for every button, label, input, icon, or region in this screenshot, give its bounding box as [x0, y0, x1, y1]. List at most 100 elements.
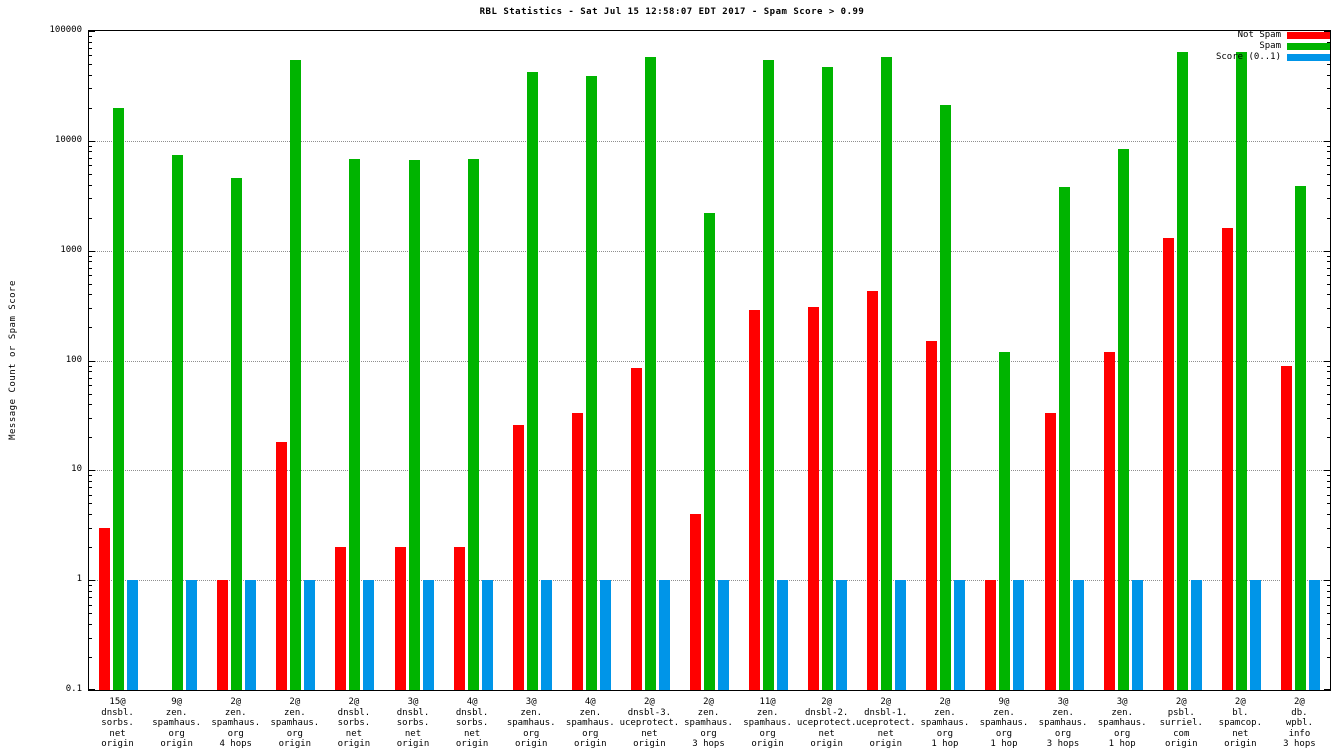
- bar-spam: [881, 56, 893, 690]
- x-tick-line: 1 hop: [931, 739, 959, 749]
- y-minor-tick: [89, 527, 92, 529]
- x-tick-label: 3@ zen. spamhaus. org 1 hop: [1087, 697, 1157, 750]
- x-tick-line: spamhaus.: [1038, 718, 1088, 728]
- x-tick-line: dnsbl-1.: [864, 707, 908, 718]
- x-tick-line: 3@: [525, 697, 537, 707]
- x-tick-line: zen.: [283, 707, 306, 718]
- y-minor-tick: [89, 308, 92, 310]
- bar-spam: [349, 159, 361, 690]
- y-minor-tick: [1327, 623, 1330, 625]
- y-minor-tick: [1327, 585, 1330, 587]
- bar-spam: [231, 177, 243, 690]
- x-tick-line: origin: [751, 739, 784, 749]
- x-tick-label: 2@ dnsbl-1. uceprotect. net origin: [851, 697, 921, 750]
- y-major-tick: [89, 689, 95, 690]
- x-tick-line: 3@: [407, 697, 419, 707]
- y-minor-tick: [1327, 327, 1330, 329]
- y-major-tick: [1324, 580, 1330, 582]
- y-tick-label: 1000: [60, 244, 82, 255]
- x-tick-line: dnsbl.: [455, 707, 489, 718]
- y-minor-tick: [89, 437, 92, 439]
- bar-score-0-1: [127, 580, 139, 690]
- legend-label: Score (0..1): [1215, 52, 1281, 62]
- y-minor-tick: [89, 656, 92, 658]
- y-gridline: [89, 140, 1330, 142]
- x-tick-line: spamhaus.: [979, 718, 1029, 728]
- x-tick-line: wpbl.: [1285, 718, 1313, 728]
- bar-not-spam: [1280, 365, 1292, 690]
- x-tick-line: 2@: [939, 697, 951, 707]
- x-tick-line: zen.: [993, 707, 1015, 718]
- y-minor-tick: [1327, 184, 1330, 186]
- x-tick-line: 2@: [1294, 697, 1305, 707]
- bar-spam: [1294, 185, 1306, 690]
- bar-not-spam: [394, 547, 406, 690]
- bar-not-spam: [749, 309, 761, 690]
- y-minor-tick: [1327, 527, 1330, 529]
- bar-spam: [644, 56, 656, 690]
- y-minor-tick: [89, 41, 92, 43]
- bar-score-0-1: [599, 580, 611, 690]
- x-tick-line: org: [523, 728, 540, 739]
- y-minor-tick: [89, 255, 92, 257]
- x-tick-line: org: [1054, 728, 1072, 739]
- y-major-tick: [1324, 140, 1330, 142]
- y-minor-tick: [89, 604, 92, 606]
- y-minor-tick: [89, 64, 92, 66]
- bar-score-0-1: [658, 580, 670, 690]
- bar-not-spam: [1162, 238, 1174, 690]
- x-tick-line: zen.: [1052, 707, 1074, 718]
- bar-score-0-1: [1249, 580, 1261, 690]
- bar-not-spam: [1221, 228, 1233, 690]
- x-tick-line: 3@: [1057, 697, 1069, 707]
- y-minor-tick: [1327, 637, 1330, 639]
- bar-score-0-1: [481, 580, 493, 690]
- x-tick-line: org: [168, 728, 185, 739]
- x-tick-label: 15@ dnsbl. sorbs. net origin: [83, 697, 153, 750]
- y-minor-tick: [89, 55, 92, 57]
- x-tick-line: org: [759, 728, 776, 739]
- y-tick-label: 100000: [49, 25, 82, 35]
- bar-spam: [1117, 148, 1129, 690]
- y-minor-tick: [1327, 475, 1330, 477]
- x-tick-line: org: [582, 728, 599, 739]
- x-tick-line: dnsbl.: [101, 707, 134, 718]
- bar-score-0-1: [540, 580, 552, 690]
- x-tick-line: 4@: [466, 697, 478, 707]
- bar-not-spam: [985, 580, 997, 690]
- bar-not-spam: [630, 368, 642, 690]
- y-minor-tick: [1327, 107, 1330, 109]
- y-major-tick: [89, 580, 95, 582]
- y-minor-tick: [89, 585, 92, 587]
- y-major-tick: [89, 31, 95, 32]
- y-minor-tick: [1327, 217, 1330, 219]
- y-minor-tick: [89, 217, 92, 219]
- chart-title: RBL Statistics - Sat Jul 15 12:58:07 EDT…: [479, 7, 865, 17]
- y-minor-tick: [1327, 88, 1330, 90]
- y-minor-tick: [89, 613, 92, 615]
- bar-not-spam: [926, 341, 938, 690]
- bar-score-0-1: [1308, 580, 1320, 690]
- y-minor-tick: [1327, 656, 1330, 658]
- y-minor-tick: [1327, 308, 1330, 310]
- y-minor-tick: [1327, 547, 1330, 549]
- x-tick-line: org: [1114, 728, 1131, 739]
- x-tick-line: origin: [101, 739, 134, 749]
- x-tick-line: uceprotect.: [796, 718, 857, 728]
- bar-not-spam: [217, 580, 229, 690]
- y-tick-label: 10: [71, 464, 82, 475]
- x-tick-line: net: [404, 728, 422, 739]
- x-tick-line: spamhaus.: [211, 718, 261, 728]
- x-tick-line: org: [995, 728, 1013, 739]
- y-minor-tick: [89, 294, 92, 296]
- bar-spam: [172, 154, 184, 690]
- y-minor-tick: [1327, 157, 1330, 159]
- y-major-tick: [1324, 250, 1330, 252]
- y-minor-tick: [1327, 417, 1330, 419]
- y-major-tick: [89, 360, 95, 362]
- x-tick-line: spamhaus.: [920, 718, 970, 728]
- x-tick-label: 2@ bl. spamcop. net origin: [1205, 697, 1275, 750]
- bar-spam: [1235, 51, 1247, 690]
- x-tick-line: net: [109, 728, 126, 739]
- x-tick-line: origin: [514, 739, 548, 749]
